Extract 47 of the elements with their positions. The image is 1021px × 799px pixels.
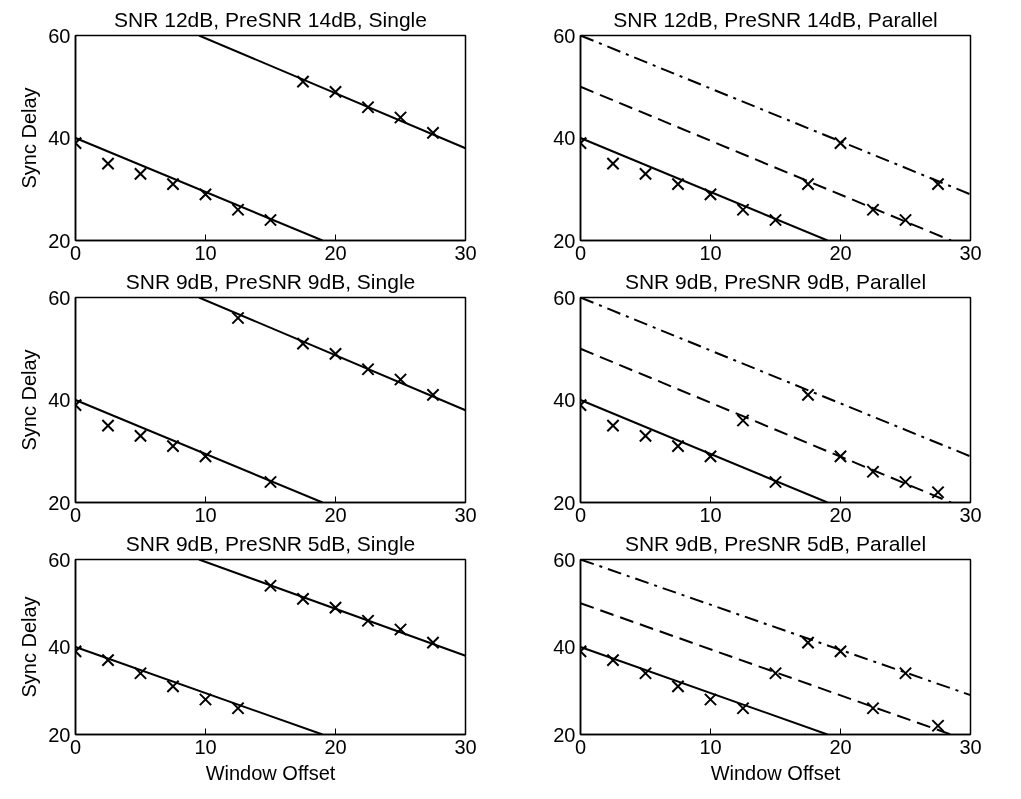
chart-title: SNR 9dB, PreSNR 9dB, Single: [125, 269, 416, 293]
x-tick-label: 0: [69, 241, 82, 264]
x-tick-label: 30: [454, 241, 477, 264]
x-tick-label: 0: [574, 503, 587, 526]
y-axis-title: Sync Delay: [18, 349, 41, 451]
x-tick-label: 30: [454, 503, 477, 526]
x-tick-label: 30: [959, 735, 982, 758]
x-axis-title: Window Offset: [205, 761, 336, 784]
x-tick-label: 0: [574, 241, 587, 264]
y-tick-label: 40: [48, 127, 71, 149]
x-tick-label: 20: [324, 241, 347, 264]
y-tick-label: 40: [48, 389, 71, 411]
chart-title: SNR 12dB, PreSNR 14dB, Parallel: [613, 7, 938, 31]
x-tick-label: 30: [454, 735, 477, 758]
y-tick-label: 60: [48, 24, 71, 47]
y-tick-label: 60: [553, 548, 576, 571]
y-axis-title: Sync Delay: [18, 87, 41, 189]
y-tick-label: 40: [553, 127, 576, 149]
x-tick-label: 10: [194, 735, 217, 758]
chart-title: SNR 9dB, PreSNR 5dB, Parallel: [624, 531, 927, 555]
x-tick-label: 20: [829, 503, 852, 526]
x-tick-label: 20: [324, 503, 347, 526]
x-tick-label: 0: [69, 503, 82, 526]
x-tick-label: 30: [959, 241, 982, 264]
y-tick-label: 40: [553, 389, 576, 411]
x-tick-label: 10: [194, 503, 217, 526]
x-tick-label: 10: [699, 735, 722, 758]
chart-title: SNR 9dB, PreSNR 5dB, Single: [125, 531, 416, 555]
y-axis-title: Sync Delay: [18, 596, 41, 698]
x-tick-label: 20: [829, 241, 852, 264]
y-tick-label: 40: [48, 636, 71, 658]
x-tick-label: 10: [699, 503, 722, 526]
x-tick-label: 0: [574, 735, 587, 758]
y-tick-label: 60: [48, 286, 71, 309]
x-tick-label: 10: [699, 241, 722, 264]
x-tick-label: 20: [324, 735, 347, 758]
chart-title: SNR 9dB, PreSNR 9dB, Parallel: [624, 269, 927, 293]
y-tick-label: 40: [553, 636, 576, 658]
y-tick-label: 60: [48, 548, 71, 571]
x-axis-title: Window Offset: [710, 761, 841, 784]
y-tick-label: 60: [553, 286, 576, 309]
y-tick-label: 60: [553, 24, 576, 47]
x-tick-label: 10: [194, 241, 217, 264]
x-tick-label: 0: [69, 735, 82, 758]
x-tick-label: 20: [829, 735, 852, 758]
chart-title: SNR 12dB, PreSNR 14dB, Single: [114, 7, 427, 31]
x-tick-label: 30: [959, 503, 982, 526]
